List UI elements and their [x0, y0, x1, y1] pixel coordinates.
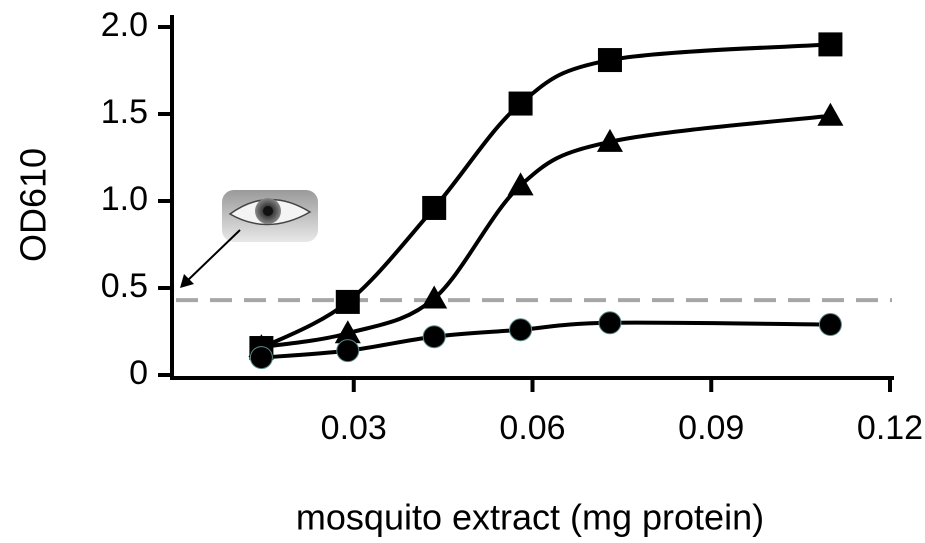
marker-square — [335, 289, 360, 314]
x-tick-label: 0.12 — [857, 409, 923, 447]
marker-triangle — [817, 102, 844, 126]
eye-icon — [222, 190, 318, 242]
x-tick-label: 0.06 — [499, 409, 565, 447]
x-tick-label: 0.03 — [321, 409, 387, 447]
y-tick-label: 1.5 — [101, 93, 148, 131]
marker-triangle — [421, 285, 448, 309]
y-tick-label: 1.0 — [101, 180, 148, 218]
marker-triangle — [596, 128, 623, 152]
y-axis-label: OD610 — [13, 148, 54, 262]
marker-triangle — [507, 172, 534, 196]
marker-circle — [598, 311, 622, 335]
x-tick-label: 0.09 — [678, 409, 744, 447]
marker-circle — [818, 313, 842, 337]
marker-circle — [509, 318, 533, 342]
marker-square — [818, 32, 843, 57]
y-tick-label: 2.0 — [101, 6, 148, 44]
marker-circle — [336, 339, 360, 363]
marker-circle — [422, 325, 446, 349]
pointer-arrow — [180, 229, 241, 288]
y-tick-label: 0 — [129, 354, 148, 392]
marker-triangle — [334, 320, 361, 344]
marker-circle — [249, 346, 273, 370]
y-tick-label: 0.5 — [101, 267, 148, 305]
marker-square — [422, 195, 447, 220]
x-axis-label: mosquito extract (mg protein) — [296, 497, 764, 538]
marker-square — [508, 91, 533, 116]
marker-square — [597, 48, 622, 73]
